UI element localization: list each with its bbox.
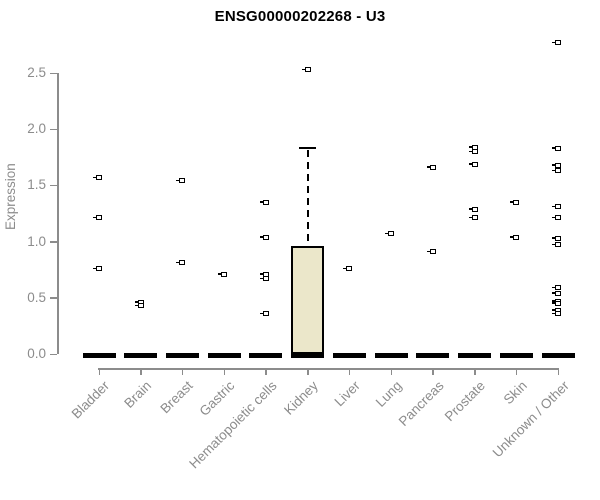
data-point [259, 234, 269, 240]
y-tick [50, 184, 57, 187]
y-tick-label: 1.0 [27, 233, 46, 249]
x-tick [181, 368, 184, 375]
x-tick-label: Liver [331, 378, 363, 410]
x-tick [140, 368, 142, 375]
median-bar [249, 353, 283, 358]
data-point [134, 303, 144, 309]
y-tick [50, 241, 57, 243]
median-bar [207, 353, 241, 358]
median-bar [82, 353, 116, 358]
y-tick [50, 297, 57, 299]
y-tick [50, 353, 57, 355]
data-point [93, 266, 102, 272]
x-tick-label: Prostate [442, 378, 489, 425]
y-tick-label: 2.5 [27, 65, 46, 80]
x-tick-label: Bladder [69, 378, 113, 422]
y-tick-label: 2.0 [27, 121, 46, 137]
x-tick [348, 368, 351, 375]
x-axis-line [98, 368, 560, 370]
x-tick [432, 368, 434, 375]
y-tick [50, 128, 57, 131]
data-point [468, 161, 478, 167]
median-bar [499, 353, 533, 358]
data-point [176, 260, 186, 266]
chart-title: ENSG00000202268 - U3 [214, 8, 386, 25]
data-point [426, 164, 436, 170]
median-bar [458, 353, 492, 358]
data-point [552, 311, 562, 317]
y-tick-label: 0.5 [27, 289, 46, 305]
x-tick [98, 368, 100, 375]
x-tick-label: Kidney [281, 378, 322, 418]
whisker-line [306, 150, 309, 245]
x-tick [390, 368, 393, 375]
data-point [552, 285, 562, 291]
data-point [218, 271, 228, 277]
x-tick-label: Breast [157, 378, 197, 417]
data-point [552, 215, 562, 221]
data-point [552, 162, 562, 168]
data-point [259, 311, 269, 317]
median-bar [124, 353, 158, 358]
data-point [468, 149, 478, 155]
data-point [552, 145, 562, 151]
box [291, 246, 325, 356]
x-tick-label: Lung [372, 378, 405, 410]
data-point [468, 206, 478, 212]
data-point [343, 266, 353, 272]
median-bar [332, 353, 366, 358]
x-tick-label: Skin [500, 378, 530, 408]
y-tick-label: 1.5 [27, 177, 46, 193]
median-bar [541, 353, 575, 358]
data-point [93, 175, 102, 181]
x-tick [474, 368, 476, 375]
data-point [552, 168, 562, 174]
data-point [552, 290, 562, 296]
data-point [176, 178, 186, 184]
x-tick-label: Pancreas [395, 378, 447, 429]
data-point [259, 199, 269, 205]
x-tick [307, 368, 309, 375]
y-tick-label: 0.0 [27, 346, 46, 361]
x-tick-label: Brain [121, 378, 155, 411]
data-point [426, 249, 436, 255]
data-point [552, 242, 562, 248]
data-point [385, 231, 395, 237]
x-tick [515, 368, 518, 375]
whisker-cap [299, 147, 317, 150]
x-tick-label: Unknown / Other [489, 378, 572, 461]
y-tick [50, 72, 57, 74]
data-point [259, 276, 269, 282]
data-point [301, 67, 311, 73]
x-tick-label: Gastric [196, 378, 238, 419]
median-bar [291, 352, 325, 358]
data-point [552, 204, 562, 210]
data-point [552, 40, 562, 46]
data-point [510, 199, 520, 205]
data-point [552, 235, 562, 241]
data-point [93, 215, 102, 221]
data-point [468, 215, 478, 221]
x-tick [557, 368, 560, 375]
x-tick [265, 368, 267, 375]
data-point [552, 300, 562, 306]
median-bar [165, 353, 199, 358]
median-bar [416, 353, 450, 358]
x-tick [223, 368, 226, 375]
y-axis-line [57, 73, 59, 354]
median-bar [374, 353, 408, 358]
data-point [510, 234, 520, 240]
